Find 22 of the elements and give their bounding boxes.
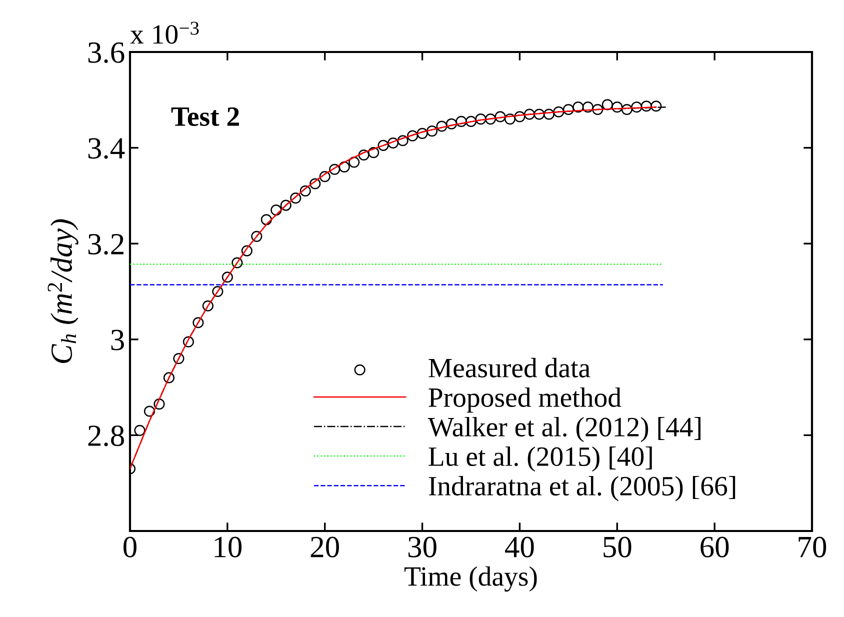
y-tick-label: 3.6 (88, 42, 124, 64)
annotation: Test 2 (171, 107, 239, 126)
y-tick-label: 3.4 (88, 138, 125, 159)
text: x 10$^{−3}$ (130, 22, 199, 44)
x-tick-label: 50 (604, 536, 632, 558)
y-tick-label: 3 (111, 330, 124, 350)
x-tick-label: 40 (505, 536, 534, 558)
y-tick-label: 3.2 (88, 234, 124, 255)
x-tick-label: 20 (310, 536, 339, 558)
legend-label: Measured data (428, 358, 590, 378)
x-axis-title: Time (days) (404, 566, 537, 592)
x-tick-label: 0 (124, 536, 136, 558)
y-axis-title: C$_{h}$ (m$^{2}$/day) (48, 219, 78, 363)
legend-label: Indraratna et al. (2005) [66] (428, 476, 736, 502)
y-tick-label: 2.8 (88, 425, 124, 446)
x-tick-label: 10 (214, 536, 242, 558)
x-tick-label: 70 (798, 536, 826, 558)
legend-label: Lu et al. (2015) [40] (428, 446, 652, 472)
legend-label: Walker et al. (2012) [44] (428, 416, 700, 442)
x-tick-label: 30 (408, 536, 436, 558)
x-tick-label: 60 (700, 536, 729, 558)
legend-label: Proposed method (428, 387, 622, 413)
